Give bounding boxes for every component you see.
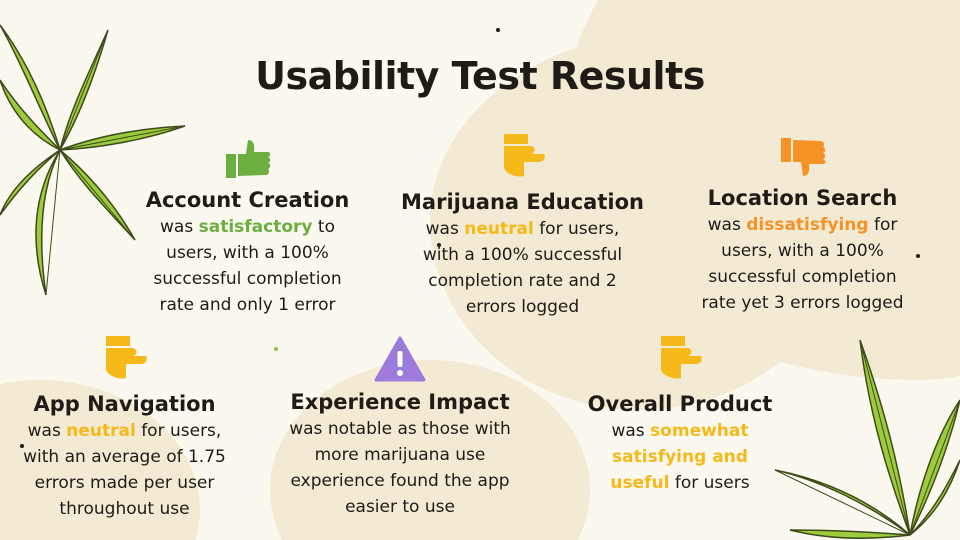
result-card-marijuana-education: Marijuana Education was neutral for user… [395, 132, 650, 320]
thumbs-sideways-icon [503, 134, 545, 177]
rating-highlight: satisfactory [198, 217, 313, 237]
decor-dot [437, 243, 441, 247]
rating-highlight: neutral [464, 219, 534, 239]
result-card-account-creation: Account Creation was satisfactory to use… [140, 138, 355, 318]
decor-dot [496, 28, 500, 32]
card-heading: Location Search [707, 186, 898, 210]
thumbs-sideways-icon [105, 336, 147, 379]
decor-dot [20, 444, 24, 448]
card-body: was notable as those with more marijuana… [289, 419, 511, 517]
card-body: was satisfactory to users, with a 100% s… [153, 217, 342, 315]
thumbs-up-icon [225, 140, 270, 178]
card-heading: Experience Impact [290, 390, 510, 414]
result-card-experience-impact: Experience Impact was notable as those w… [285, 336, 515, 520]
rating-highlight: somewhat satisfying and useful [610, 421, 749, 493]
page-title: Usability Test Results [255, 54, 705, 98]
background-shape [430, 30, 850, 410]
card-heading: Account Creation [145, 188, 350, 212]
decor-dot [916, 254, 920, 258]
thumbs-sideways-icon [661, 336, 702, 379]
decor-dot [274, 347, 278, 351]
cannabis-leaf-icon [0, 24, 186, 296]
result-card-app-navigation: App Navigation was neutral for users, wi… [22, 334, 227, 522]
result-card-overall-product: Overall Product was somewhat satisfying … [580, 334, 780, 496]
card-heading: App Navigation [33, 392, 216, 416]
cannabis-leaf-icon [774, 339, 960, 540]
card-heading: Overall Product [587, 392, 773, 416]
rating-highlight: dissatisfying [746, 215, 869, 235]
card-body: was dissatisfying for users, with a 100%… [701, 215, 904, 313]
thumbs-down-icon [780, 138, 825, 176]
card-heading: Marijuana Education [401, 190, 644, 214]
card-body: was somewhat satisfying and useful for u… [610, 421, 750, 493]
warning-icon [374, 336, 426, 382]
rating-highlight: neutral [66, 421, 136, 441]
card-body: was neutral for users, with an average o… [23, 421, 226, 519]
result-card-location-search: Location Search was dissatisfying for us… [700, 136, 905, 316]
card-body: was neutral for users, with a 100% succe… [422, 219, 623, 317]
